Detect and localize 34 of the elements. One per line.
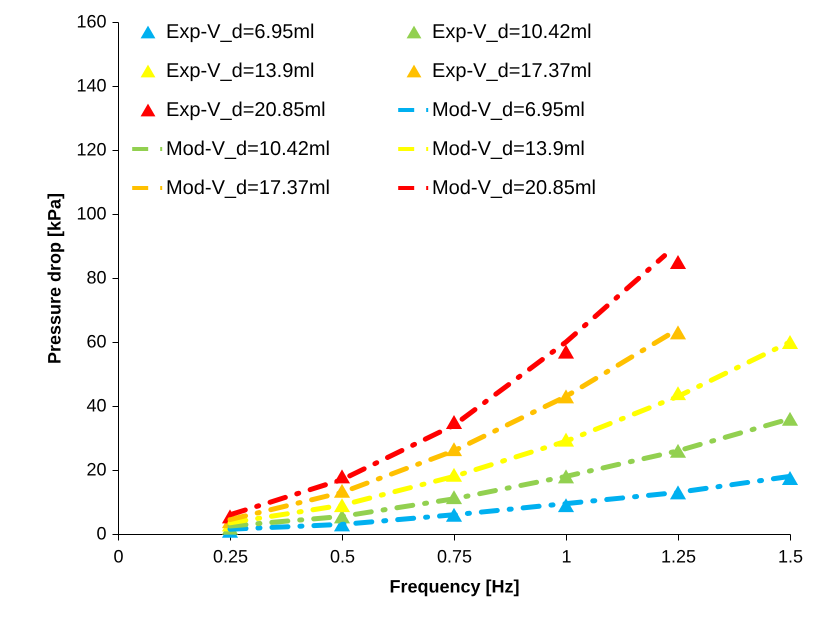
x-tick-label: 0.5 (330, 546, 356, 566)
legend-label: Mod-V_d=6.95ml (432, 99, 585, 121)
point (782, 412, 798, 426)
point (558, 389, 574, 404)
x-tick-label: 1.5 (778, 546, 804, 566)
y-tick-label: 20 (86, 460, 106, 480)
x-tick-label: 1 (561, 546, 572, 566)
point (558, 344, 574, 359)
y-axis-title: Pressure drop [kPa] (44, 192, 64, 364)
y-tick-label: 120 (76, 140, 106, 160)
y-tick-label: 40 (86, 396, 106, 416)
legend-label: Mod-V_d=13.9ml (432, 138, 585, 160)
legend-label: Mod-V_d=10.42ml (166, 138, 330, 160)
y-tick-label: 80 (86, 268, 106, 288)
y-tick-label: 100 (76, 204, 106, 224)
legend-label: Exp-V_d=20.85ml (166, 99, 326, 121)
y-tick-label: 160 (76, 12, 106, 32)
x-tick-label: 0.75 (436, 546, 472, 566)
x-tick-label: 0 (113, 546, 124, 566)
legend-label: Mod-V_d=17.37ml (166, 177, 330, 199)
point (670, 325, 686, 340)
y-tick-label: 0 (96, 524, 106, 544)
point (670, 444, 686, 458)
y-tick-label: 140 (76, 76, 106, 96)
point (670, 255, 686, 269)
legend-label: Exp-V_d=17.37ml (432, 60, 592, 82)
legend-label: Exp-V_d=6.95ml (166, 21, 314, 43)
x-tick-label: 0.25 (212, 546, 248, 566)
legend-label: Mod-V_d=20.85ml (432, 177, 596, 199)
legend-label: Exp-V_d=10.42ml (432, 21, 592, 43)
x-tick-label: 1.25 (660, 546, 696, 566)
y-tick-label: 60 (86, 332, 106, 352)
legend-label: Exp-V_d=13.9ml (166, 60, 314, 82)
x-axis-title: Frequency [Hz] (389, 576, 520, 596)
